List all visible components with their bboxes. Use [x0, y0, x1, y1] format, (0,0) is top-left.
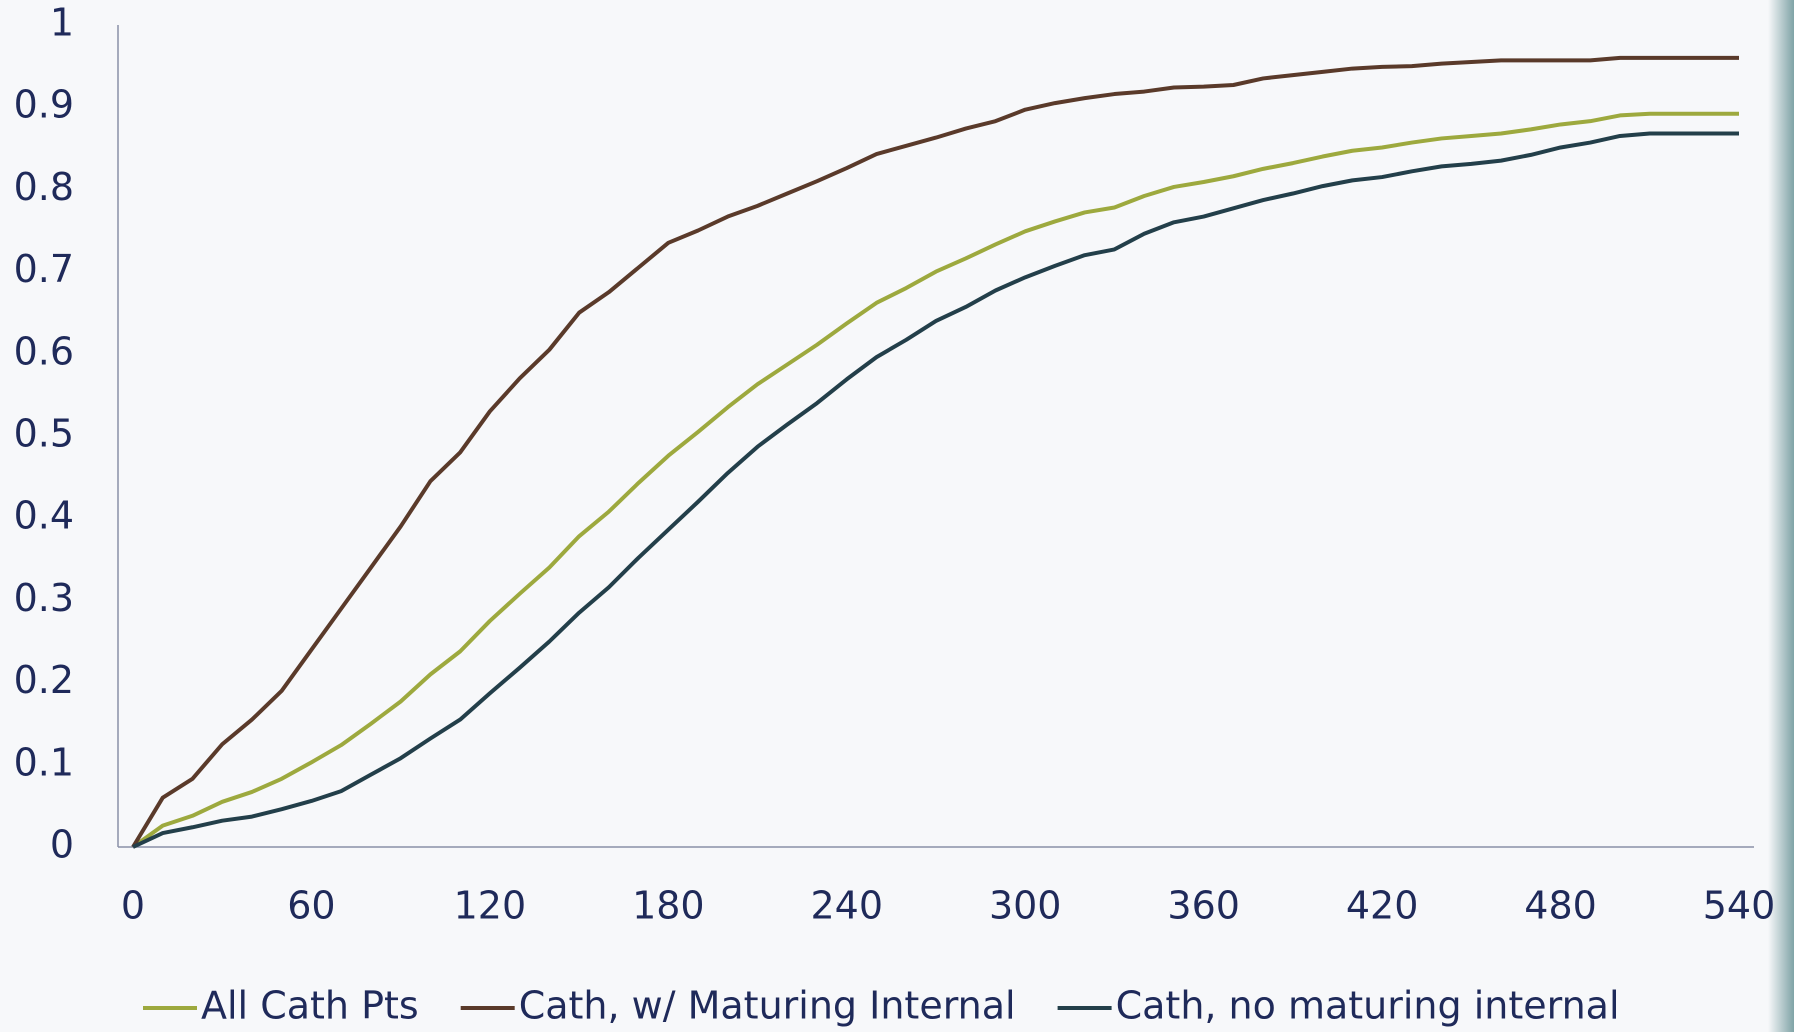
legend-label: Cath, w/ Maturing Internal	[519, 984, 1016, 1028]
x-tick-label: 60	[287, 884, 335, 928]
y-tick-label: 0.3	[14, 576, 74, 620]
x-tick-label: 180	[632, 884, 705, 928]
x-tick-label: 540	[1703, 884, 1776, 928]
series-line	[133, 134, 1739, 848]
x-tick-label: 420	[1346, 884, 1419, 928]
y-tick-label: 0.8	[14, 165, 74, 209]
series-line	[133, 114, 1739, 847]
chart: 0 0.1 0.2 0.3 0.4 0.5 0.6 0.7 0.8 0.9 1 0 60 120 180 24…	[0, 0, 1794, 1032]
y-tick-label: 1	[50, 1, 74, 45]
legend-label: Cath, no maturing internal	[1116, 984, 1620, 1028]
y-tick-label: 0.9	[14, 83, 74, 127]
series-line	[133, 58, 1739, 847]
x-tick-label: 120	[454, 884, 527, 928]
legend-label: All Cath Pts	[201, 984, 419, 1028]
decor-strip	[1768, 0, 1794, 1032]
y-tick-label: 0.6	[14, 329, 74, 373]
y-tick-label: 0.4	[14, 494, 74, 538]
y-tick-label: 0.7	[14, 247, 74, 291]
x-tick-label: 0	[121, 884, 145, 928]
y-tick-label: 0.1	[14, 740, 74, 784]
x-tick-label: 360	[1167, 884, 1240, 928]
x-tick-label: 480	[1524, 884, 1597, 928]
y-tick-label: 0.5	[14, 412, 74, 456]
y-tick-label: 0	[50, 823, 74, 867]
y-tick-label: 0.2	[14, 658, 74, 702]
x-tick-label: 300	[989, 884, 1062, 928]
x-tick-label: 240	[811, 884, 884, 928]
